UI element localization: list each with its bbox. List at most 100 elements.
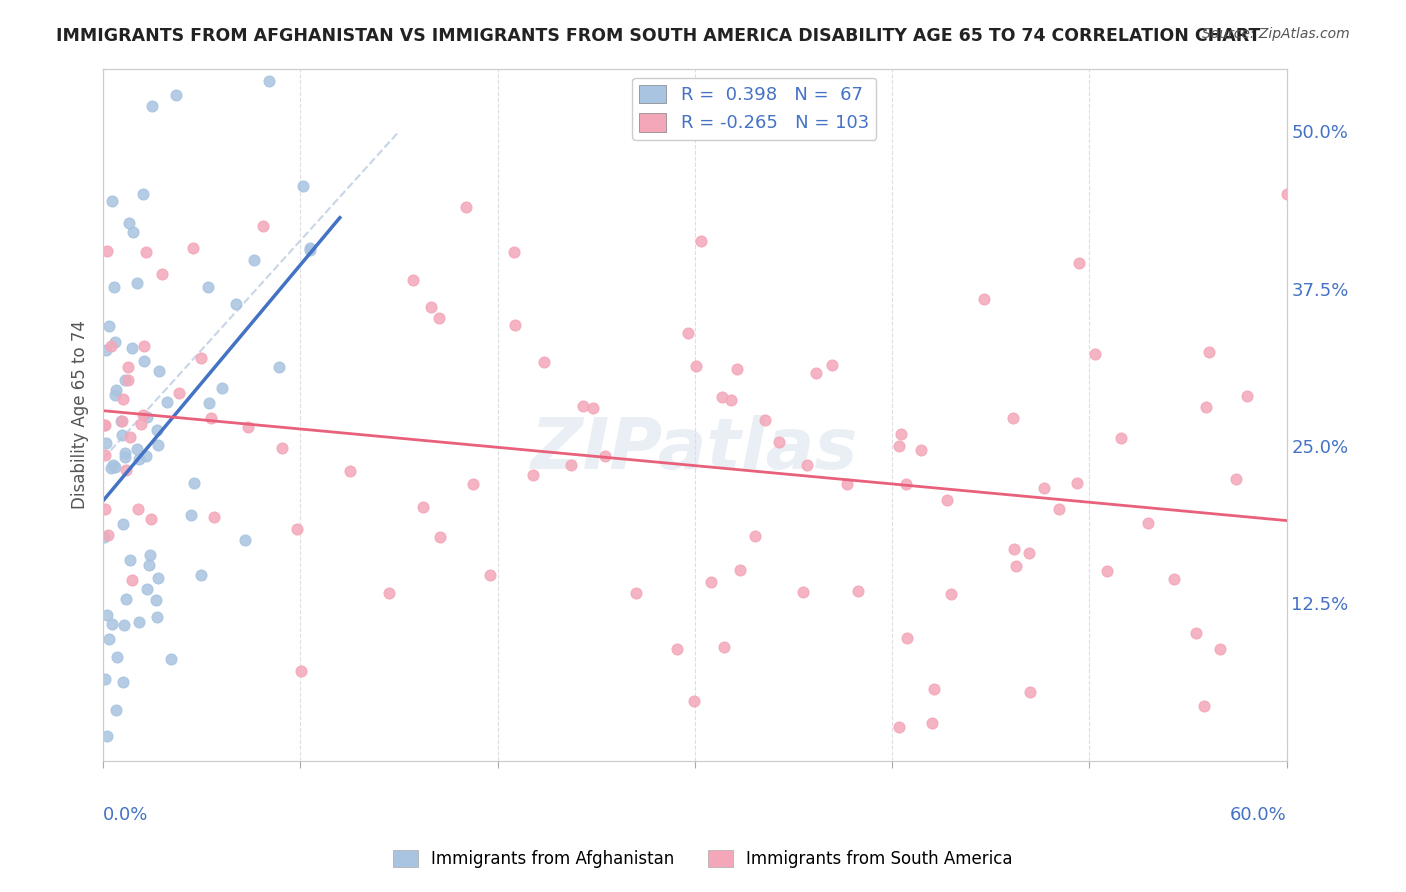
Point	[848, 584, 870, 599]
Point	[676, 326, 699, 340]
Point	[211, 380, 233, 394]
Point	[290, 664, 312, 678]
Point	[100, 460, 122, 475]
Point	[225, 296, 247, 310]
Point	[804, 366, 827, 380]
Text: ZIPatlas: ZIPatlas	[531, 415, 859, 483]
Point	[93, 417, 115, 432]
Point	[896, 477, 918, 491]
Point	[117, 359, 139, 374]
Point	[298, 243, 321, 257]
Point	[141, 99, 163, 113]
Point	[889, 427, 911, 442]
Point	[889, 439, 911, 453]
Point	[118, 430, 141, 444]
Point	[96, 607, 118, 622]
Point	[973, 293, 995, 307]
Point	[94, 417, 117, 432]
Point	[101, 194, 124, 209]
Point	[120, 553, 142, 567]
Point	[1236, 389, 1258, 403]
Point	[503, 318, 526, 332]
Point	[700, 574, 723, 589]
Point	[271, 441, 294, 455]
Point	[378, 586, 401, 600]
Point	[105, 383, 128, 397]
Point	[111, 414, 134, 428]
Point	[1084, 347, 1107, 361]
Point	[190, 351, 212, 366]
Point	[200, 411, 222, 425]
Point	[94, 436, 117, 450]
Point	[112, 392, 135, 407]
Point	[112, 674, 135, 689]
Point	[128, 452, 150, 467]
Point	[921, 716, 943, 731]
Point	[121, 573, 143, 587]
Point	[720, 392, 742, 407]
Point	[1275, 187, 1298, 202]
Point	[146, 423, 169, 437]
Point	[503, 244, 526, 259]
Point	[689, 235, 711, 249]
Point	[129, 417, 152, 432]
Point	[125, 276, 148, 290]
Point	[728, 563, 751, 577]
Point	[624, 586, 647, 600]
Point	[105, 703, 128, 717]
Point	[145, 593, 167, 607]
Point	[117, 373, 139, 387]
Point	[114, 446, 136, 460]
Point	[754, 413, 776, 427]
Point	[111, 427, 134, 442]
Point	[1194, 698, 1216, 713]
Point	[97, 528, 120, 542]
Point	[713, 640, 735, 654]
Point	[478, 567, 501, 582]
Point	[94, 502, 117, 516]
Point	[115, 592, 138, 607]
Point	[181, 240, 204, 254]
Point	[146, 610, 169, 624]
Point	[103, 280, 125, 294]
Text: Source: ZipAtlas.com: Source: ZipAtlas.com	[1202, 27, 1350, 41]
Point	[1066, 476, 1088, 491]
Point	[118, 216, 141, 230]
Point	[128, 615, 150, 630]
Point	[146, 438, 169, 452]
Point	[1184, 625, 1206, 640]
Point	[156, 394, 179, 409]
Point	[104, 388, 127, 402]
Point	[796, 458, 818, 472]
Point	[665, 642, 688, 657]
Point	[127, 442, 149, 457]
Point	[190, 568, 212, 582]
Legend: Immigrants from Afghanistan, Immigrants from South America: Immigrants from Afghanistan, Immigrants …	[387, 843, 1019, 875]
Point	[533, 354, 555, 368]
Point	[419, 300, 441, 314]
Point	[104, 459, 127, 474]
Point	[1194, 400, 1216, 414]
Point	[922, 682, 945, 697]
Point	[114, 450, 136, 465]
Point	[198, 396, 221, 410]
Point	[98, 318, 121, 333]
Point	[110, 414, 132, 428]
Point	[522, 467, 544, 482]
Point	[710, 391, 733, 405]
Point	[94, 672, 117, 686]
Point	[252, 219, 274, 233]
Point	[100, 339, 122, 353]
Point	[572, 399, 595, 413]
Point	[461, 476, 484, 491]
Point	[94, 448, 117, 462]
Point	[1001, 411, 1024, 425]
Point	[160, 652, 183, 666]
Y-axis label: Disability Age 65 to 74: Disability Age 65 to 74	[72, 320, 89, 509]
Point	[402, 273, 425, 287]
Point	[1002, 542, 1025, 557]
Point	[112, 618, 135, 632]
Point	[135, 245, 157, 260]
Point	[1095, 564, 1118, 578]
Point	[725, 361, 748, 376]
